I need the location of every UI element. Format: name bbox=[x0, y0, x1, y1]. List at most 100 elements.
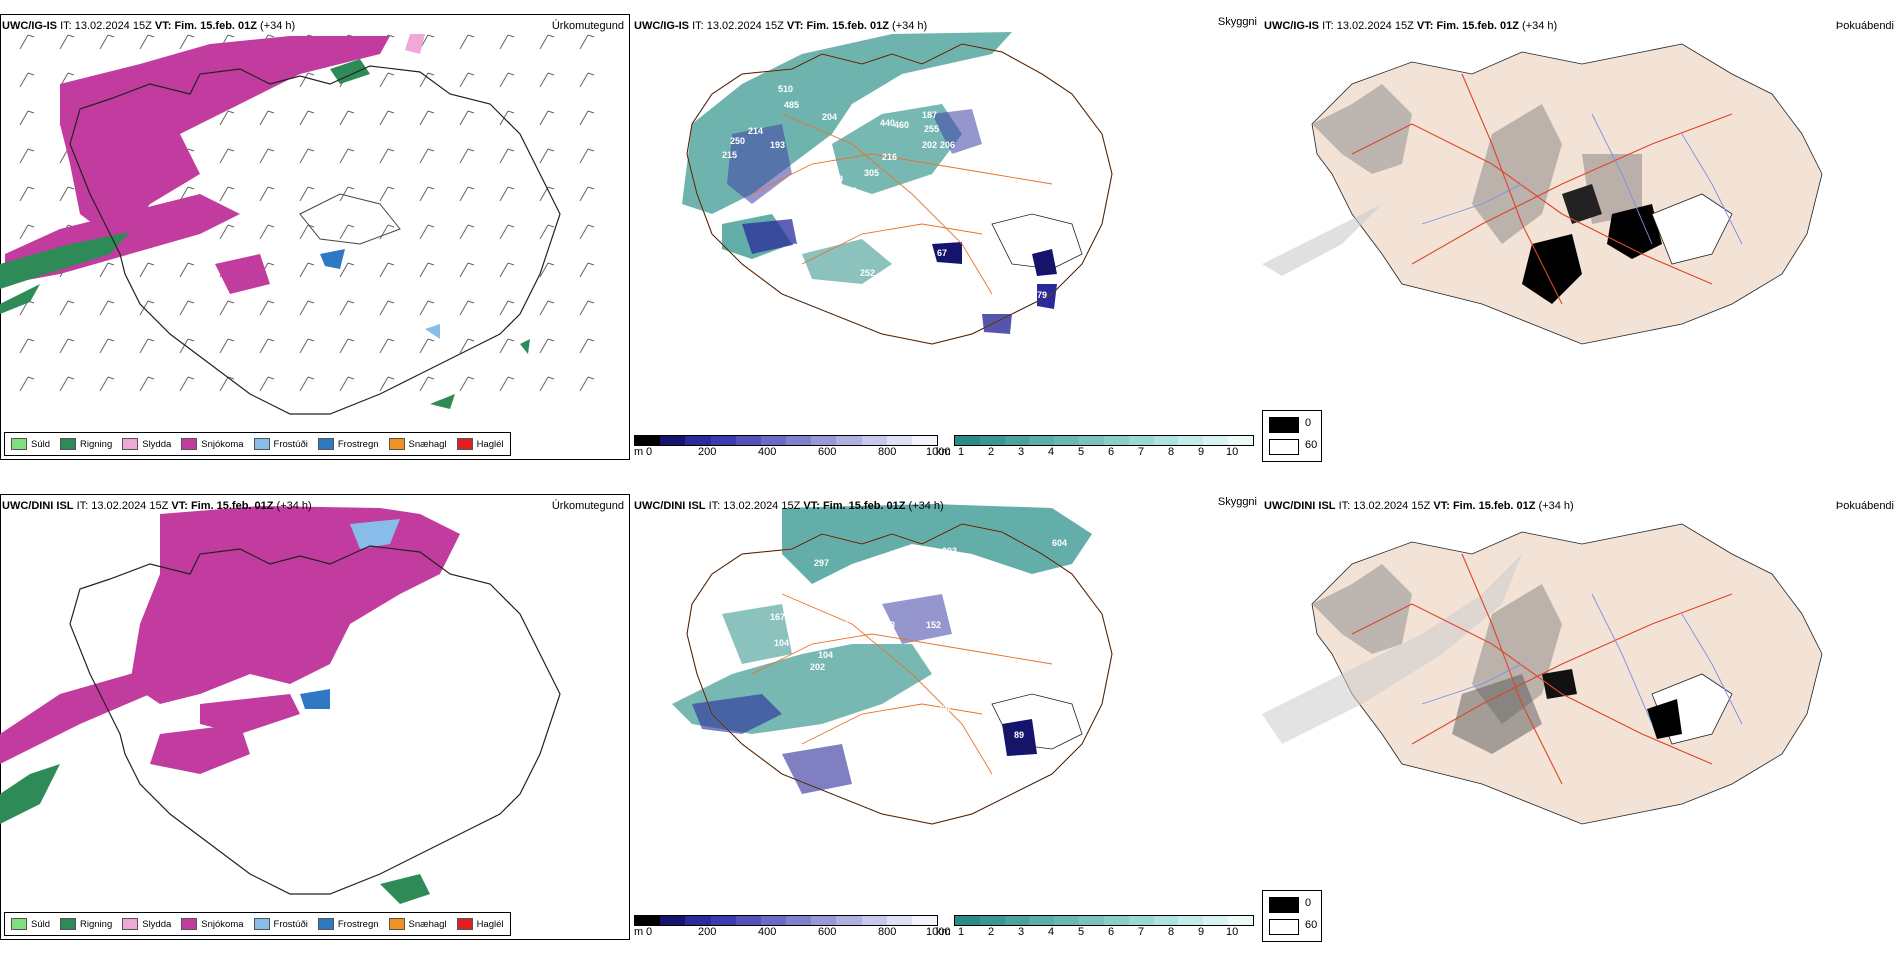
wind-barb bbox=[579, 34, 595, 50]
wind-barb bbox=[339, 224, 355, 240]
wind-barb bbox=[99, 262, 115, 278]
wind-barb bbox=[539, 186, 555, 202]
wind-barb bbox=[59, 300, 75, 316]
wind-barb bbox=[59, 34, 75, 50]
wind-barb bbox=[19, 72, 35, 88]
legend-item: Súld bbox=[11, 438, 50, 450]
wind-barb bbox=[139, 300, 155, 316]
tick-label: 5 bbox=[1078, 926, 1085, 938]
model-name: UWC/DINI ISL bbox=[2, 500, 74, 512]
tick-label: 1000 bbox=[926, 446, 951, 458]
wind-barb bbox=[579, 148, 595, 164]
vt-value: Fim. 15.feb. 01Z bbox=[822, 500, 906, 512]
legend-swatch bbox=[11, 438, 27, 450]
wind-barb bbox=[259, 224, 275, 240]
wind-barb bbox=[339, 186, 355, 202]
visibility-colorbar bbox=[954, 435, 1254, 446]
wind-barb bbox=[259, 338, 275, 354]
wind-barb bbox=[579, 72, 595, 88]
wind-barb bbox=[19, 338, 35, 354]
vt-label: VT: bbox=[171, 500, 188, 512]
wind-barb bbox=[219, 338, 235, 354]
ceiling-label: 111 bbox=[932, 176, 946, 186]
ceiling-label: 611 bbox=[778, 582, 793, 592]
legend-swatch bbox=[388, 918, 405, 930]
wind-barb bbox=[179, 34, 195, 50]
fog-indicator-map bbox=[1262, 523, 1823, 825]
ceiling-label: 252 bbox=[860, 268, 875, 278]
legend-item: Snjókoma bbox=[181, 438, 244, 450]
fog-indicator-panel: UWC/IG-IS IT: 13.02.2024 15Z VT: Fim. 15… bbox=[1262, 14, 1900, 484]
ceiling-label: 203 bbox=[942, 546, 957, 556]
ceiling-label: 255 bbox=[924, 124, 939, 134]
wind-barb bbox=[139, 34, 155, 50]
legend-swatch bbox=[60, 918, 77, 930]
ceiling-label: 67 bbox=[937, 248, 947, 258]
fog-swatch bbox=[1269, 417, 1299, 433]
fog-swatch bbox=[1269, 439, 1299, 455]
wind-barb bbox=[99, 300, 115, 316]
wind-barb bbox=[419, 262, 435, 278]
wind-barb bbox=[379, 186, 395, 202]
ceiling-label: 216 bbox=[882, 152, 897, 162]
wind-barb bbox=[219, 376, 235, 392]
legend-swatch bbox=[60, 438, 77, 450]
tick-label: 4 bbox=[1048, 446, 1055, 458]
vt-label: VT: bbox=[1416, 20, 1434, 32]
ceiling-label: 104 bbox=[774, 638, 789, 648]
lead-time: (+34 h) bbox=[260, 20, 296, 32]
vt-value: Fim. 15.feb. 01Z bbox=[1436, 20, 1519, 32]
ceiling-label: 469 bbox=[858, 722, 873, 732]
wind-barb bbox=[419, 224, 435, 240]
ceiling-label: 152 bbox=[926, 620, 941, 630]
wind-barb bbox=[379, 376, 395, 392]
tick-label: 8 bbox=[1168, 446, 1175, 458]
vt-value: Fim. 15.feb. 01Z bbox=[1452, 500, 1536, 512]
wind-barb bbox=[219, 300, 235, 316]
wind-barb bbox=[299, 110, 315, 126]
wind-barb bbox=[539, 110, 555, 126]
tick-label: 0 bbox=[646, 926, 653, 938]
wind-barb bbox=[579, 338, 595, 354]
wind-barb bbox=[499, 300, 515, 316]
ceiling-label: 63 bbox=[792, 242, 802, 252]
ceiling-visibility-panel: 510 485 204 214 250 215 193 253 279 142 … bbox=[632, 14, 1257, 484]
wind-barb bbox=[579, 262, 595, 278]
precip-legend: Súld Rigning Slydda Snjókoma Frostúði Fr… bbox=[4, 912, 511, 936]
it-value: 13.02.2024 15Z bbox=[1353, 500, 1431, 512]
wind-barb bbox=[379, 224, 395, 240]
ceiling-label: 253 bbox=[780, 184, 795, 194]
fog-legend-label: 0 bbox=[1305, 417, 1312, 429]
wind-barb bbox=[539, 338, 555, 354]
wind-barb bbox=[579, 376, 595, 392]
wind-barb bbox=[499, 186, 515, 202]
tick-label: 1 bbox=[958, 446, 965, 458]
tick-label: 8 bbox=[1168, 926, 1175, 938]
wind-barb bbox=[19, 110, 35, 126]
wind-barb bbox=[579, 186, 595, 202]
model-name: UWC/DINI ISL bbox=[1264, 500, 1336, 512]
tick-label: 1000 bbox=[926, 926, 951, 938]
wind-barb bbox=[459, 300, 475, 316]
ceiling-label: 167 bbox=[770, 612, 785, 622]
it-label: IT: bbox=[76, 500, 89, 512]
wind-barb bbox=[99, 338, 115, 354]
panel-header: UWC/IG-IS IT: 13.02.2024 15Z VT: Fim. 15… bbox=[634, 20, 927, 32]
ceiling-visibility-panel: 932 297 611 167 210 104 221 223 203 538 … bbox=[632, 494, 1257, 964]
wind-barb bbox=[339, 338, 355, 354]
ceiling-label: 210 bbox=[796, 622, 811, 632]
tick-label: 7 bbox=[1138, 446, 1145, 458]
wind-barb bbox=[579, 300, 595, 316]
wind-barb bbox=[179, 376, 195, 392]
panel-header: UWC/IG-IS IT: 13.02.2024 15Z VT: Fim. 15… bbox=[1264, 20, 1557, 32]
wind-barb bbox=[299, 186, 315, 202]
tick-label: 1 bbox=[958, 926, 965, 938]
wind-barb bbox=[179, 262, 195, 278]
legend-swatch bbox=[122, 438, 139, 450]
wind-barb bbox=[459, 338, 475, 354]
ceiling-label: 538 bbox=[944, 590, 959, 600]
ceiling-label: 485 bbox=[784, 100, 799, 110]
fog-indicator-map bbox=[1262, 43, 1823, 345]
precip-type-map bbox=[0, 34, 595, 415]
fog-swatch bbox=[1269, 919, 1299, 935]
